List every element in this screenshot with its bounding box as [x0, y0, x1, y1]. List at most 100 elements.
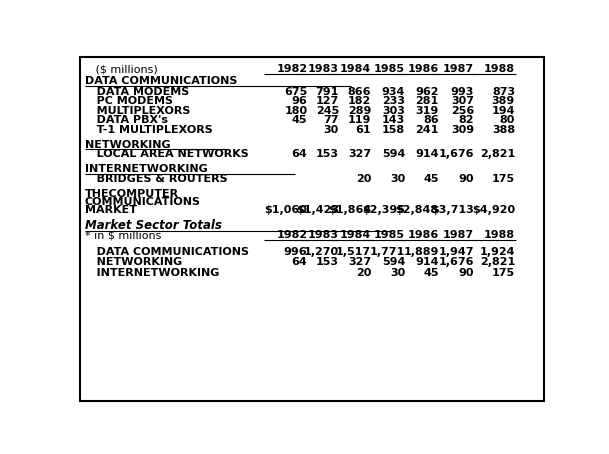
Text: 245: 245 — [315, 106, 339, 116]
Text: 61: 61 — [356, 125, 371, 135]
Text: 180: 180 — [284, 106, 308, 116]
Text: 289: 289 — [348, 106, 371, 116]
Text: 1987: 1987 — [443, 64, 474, 74]
Text: 86: 86 — [423, 115, 438, 125]
Text: 20: 20 — [356, 268, 371, 278]
Text: 1,889: 1,889 — [403, 247, 438, 257]
Text: PC MODEMS: PC MODEMS — [85, 96, 172, 106]
Text: 80: 80 — [500, 115, 515, 125]
Text: 1988: 1988 — [484, 64, 515, 74]
Text: 1,676: 1,676 — [438, 257, 474, 267]
Text: 307: 307 — [451, 96, 474, 106]
Text: 30: 30 — [390, 173, 405, 183]
Text: 303: 303 — [382, 106, 405, 116]
Text: $1,423: $1,423 — [296, 205, 339, 215]
Text: COMMUNICATIONS: COMMUNICATIONS — [85, 197, 200, 207]
Text: 388: 388 — [492, 125, 515, 135]
Text: 1984: 1984 — [340, 64, 371, 74]
Text: NETWORKING: NETWORKING — [85, 140, 171, 150]
Text: 175: 175 — [492, 268, 515, 278]
Text: 2,821: 2,821 — [480, 149, 515, 159]
Text: 20: 20 — [356, 173, 371, 183]
Text: 1,771: 1,771 — [370, 247, 405, 257]
Text: 30: 30 — [324, 125, 339, 135]
Text: 45: 45 — [292, 115, 308, 125]
Text: 873: 873 — [492, 87, 515, 97]
Text: 389: 389 — [492, 96, 515, 106]
Text: 791: 791 — [315, 87, 339, 97]
Text: 1988: 1988 — [484, 230, 515, 240]
Text: THECOMPUTER: THECOMPUTER — [85, 189, 179, 199]
Text: 143: 143 — [382, 115, 405, 125]
Text: NETWORKING: NETWORKING — [85, 257, 182, 267]
Text: Market Sector Totals: Market Sector Totals — [85, 219, 222, 232]
Text: LOCAL AREA NETWORKS: LOCAL AREA NETWORKS — [85, 149, 248, 159]
Text: 1985: 1985 — [374, 64, 405, 74]
Text: BRIDGES & ROUTERS: BRIDGES & ROUTERS — [85, 173, 227, 183]
Text: MULTIPLEXORS: MULTIPLEXORS — [85, 106, 190, 116]
Text: 319: 319 — [415, 106, 438, 116]
Text: $4,920: $4,920 — [472, 205, 515, 215]
Text: MARKET: MARKET — [85, 205, 136, 215]
Text: INTERNETWORKING: INTERNETWORKING — [85, 268, 219, 278]
Text: $2,848: $2,848 — [395, 205, 438, 215]
Text: 158: 158 — [382, 125, 405, 135]
Text: 82: 82 — [459, 115, 474, 125]
FancyBboxPatch shape — [80, 57, 544, 401]
Text: T-1 MULTIPLEXORS: T-1 MULTIPLEXORS — [85, 125, 213, 135]
Text: 1982: 1982 — [276, 230, 308, 240]
Text: 1,270: 1,270 — [304, 247, 339, 257]
Text: 1982: 1982 — [276, 64, 308, 74]
Text: 962: 962 — [415, 87, 438, 97]
Text: 1,947: 1,947 — [438, 247, 474, 257]
Text: 1983: 1983 — [308, 230, 339, 240]
Text: 993: 993 — [451, 87, 474, 97]
Text: 45: 45 — [423, 173, 438, 183]
Text: $2,395: $2,395 — [362, 205, 405, 215]
Text: 1987: 1987 — [443, 230, 474, 240]
Text: 256: 256 — [451, 106, 474, 116]
Text: 914: 914 — [415, 149, 438, 159]
Text: 241: 241 — [415, 125, 438, 135]
Text: 1984: 1984 — [340, 230, 371, 240]
Text: 866: 866 — [348, 87, 371, 97]
Text: DATA MODEMS: DATA MODEMS — [85, 87, 189, 97]
Text: 194: 194 — [491, 106, 515, 116]
Text: $3,713: $3,713 — [431, 205, 474, 215]
Text: 175: 175 — [492, 173, 515, 183]
Text: $1,864: $1,864 — [328, 205, 371, 215]
Text: 64: 64 — [292, 257, 308, 267]
Text: * in $ millions: * in $ millions — [85, 230, 161, 240]
Text: ($ millions): ($ millions) — [85, 64, 157, 74]
Text: 64: 64 — [292, 149, 308, 159]
Text: DATA COMMUNICATIONS: DATA COMMUNICATIONS — [85, 247, 248, 257]
Text: 594: 594 — [382, 149, 405, 159]
Text: 309: 309 — [451, 125, 474, 135]
Text: 153: 153 — [316, 149, 339, 159]
Text: 914: 914 — [415, 257, 438, 267]
Text: 996: 996 — [284, 247, 308, 257]
Text: 96: 96 — [292, 96, 308, 106]
Text: 182: 182 — [348, 96, 371, 106]
Text: 327: 327 — [348, 257, 371, 267]
Text: 934: 934 — [382, 87, 405, 97]
Text: 90: 90 — [459, 268, 474, 278]
Text: 127: 127 — [315, 96, 339, 106]
Text: $1,060: $1,060 — [264, 205, 308, 215]
Text: 1,924: 1,924 — [479, 247, 515, 257]
Text: 2,821: 2,821 — [480, 257, 515, 267]
Text: 90: 90 — [459, 173, 474, 183]
Text: 153: 153 — [316, 257, 339, 267]
Text: 77: 77 — [323, 115, 339, 125]
Text: DATA COMMUNICATIONS: DATA COMMUNICATIONS — [85, 76, 237, 86]
Text: DATA PBX's: DATA PBX's — [85, 115, 167, 125]
Text: 30: 30 — [390, 268, 405, 278]
Text: 119: 119 — [348, 115, 371, 125]
Text: 233: 233 — [382, 96, 405, 106]
Text: 45: 45 — [423, 268, 438, 278]
Text: 327: 327 — [348, 149, 371, 159]
Text: 1,676: 1,676 — [438, 149, 474, 159]
Text: 594: 594 — [382, 257, 405, 267]
Text: 1986: 1986 — [407, 64, 438, 74]
Text: INTERNETWORKING: INTERNETWORKING — [85, 164, 208, 174]
